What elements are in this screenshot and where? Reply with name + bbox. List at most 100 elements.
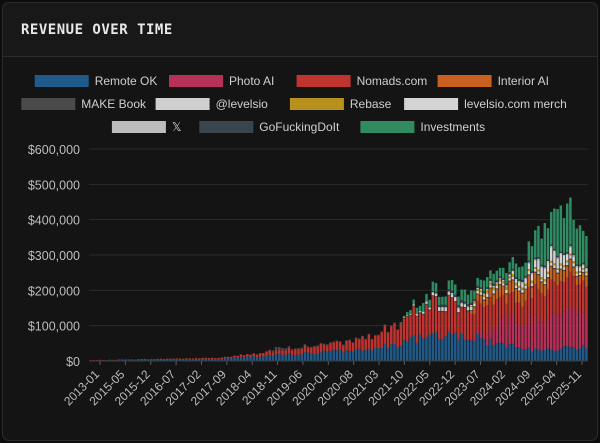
legend-swatch (404, 98, 459, 110)
bar-segment (399, 322, 403, 324)
month-bar (354, 337, 358, 361)
bar-segment (482, 300, 486, 308)
bar-segment (434, 293, 438, 295)
bar-segment (396, 347, 399, 361)
bar-segment (143, 359, 147, 361)
bar-segment (418, 312, 422, 314)
bar-segment (517, 324, 521, 348)
bar-segment (473, 337, 476, 341)
bar-segment (249, 354, 252, 358)
bar-segment (358, 338, 361, 340)
bar-segment (415, 316, 419, 343)
bar-segment (572, 263, 575, 267)
month-bar (485, 277, 489, 361)
bar-segment (399, 324, 403, 346)
bar-segment (562, 255, 566, 266)
bar-segment (479, 287, 483, 289)
bar-segment (492, 330, 495, 345)
bar-segment (553, 248, 556, 251)
legend-item[interactable]: Photo AI (169, 74, 274, 88)
bar-segment (140, 359, 144, 361)
bar-segment (434, 282, 438, 292)
bar-segment (281, 354, 284, 361)
bar-segment (485, 289, 489, 291)
bar-segment (258, 353, 262, 357)
bar-segment (537, 320, 540, 350)
bar-segment (476, 294, 479, 301)
legend-item[interactable]: Interior AI (437, 74, 549, 88)
month-bar (265, 351, 268, 361)
month-bar (393, 322, 396, 361)
bar-segment (527, 263, 531, 270)
bar-segment (118, 359, 121, 360)
bar-segment (498, 267, 502, 277)
month-bar (454, 284, 457, 361)
bar-segment (428, 310, 431, 335)
bar-segment (450, 297, 454, 298)
bar-segment (585, 266, 588, 269)
bar-segment (578, 275, 582, 285)
month-bar (162, 359, 166, 361)
bar-segment (469, 306, 473, 311)
bar-segment (431, 333, 435, 361)
bar-segment (511, 280, 515, 293)
bar-segment (521, 287, 524, 290)
legend-item[interactable]: Nomads.com (296, 74, 428, 88)
bar-segment (543, 223, 547, 266)
bar-segment (508, 275, 511, 277)
month-bar (444, 296, 447, 361)
legend-item[interactable]: @levelsio (155, 97, 269, 111)
legend-item[interactable]: Investments (360, 120, 485, 134)
bar-segment (415, 315, 419, 317)
bar-segment (498, 284, 502, 298)
bar-segment (460, 333, 463, 361)
bar-segment (524, 288, 527, 290)
month-bar (358, 338, 361, 361)
bar-segment (444, 311, 447, 313)
y-tick-label: $500,000 (28, 178, 80, 192)
bar-segment (348, 339, 351, 341)
legend-item[interactable]: GoFuckingDoIt (199, 120, 340, 134)
legend-item[interactable]: levelsio.com merch (404, 97, 567, 111)
bar-segment (194, 358, 198, 359)
bar-segment (543, 285, 547, 297)
legend-item[interactable]: Rebase (289, 97, 392, 111)
bar-segment (418, 305, 422, 311)
bar-segment (124, 359, 128, 361)
month-bar (159, 358, 163, 361)
bar-segment (377, 335, 380, 349)
bar-segment (578, 348, 582, 361)
bar-segment (476, 300, 479, 330)
month-bar (284, 348, 287, 361)
bar-segment (501, 280, 505, 282)
bar-segment (246, 354, 249, 357)
bar-segment (565, 266, 569, 278)
bar-segment (527, 241, 531, 261)
month-bar (505, 272, 508, 361)
bar-segment (409, 314, 412, 315)
bar-segment (185, 359, 188, 361)
month-bar (281, 347, 284, 361)
legend-item[interactable]: 𝕏 (111, 120, 182, 134)
bar-segment (399, 323, 403, 325)
bar-segment (434, 291, 438, 294)
month-bar (578, 225, 582, 361)
bar-segment (159, 358, 163, 360)
bar-segment (198, 359, 201, 361)
bar-segment (514, 302, 518, 323)
month-bar (514, 263, 518, 361)
y-tick-label: $100,000 (28, 320, 80, 334)
month-bar (172, 358, 176, 361)
legend-item[interactable]: MAKE Book (21, 97, 147, 111)
bar-segment (367, 334, 371, 349)
bar-segment (505, 286, 508, 290)
bar-segment (370, 350, 374, 361)
bar-segment (351, 342, 355, 352)
bar-segment (482, 297, 486, 300)
bar-segment (172, 358, 176, 360)
legend-swatch (21, 98, 76, 110)
legend-item[interactable]: Remote OK (34, 74, 158, 88)
legend-label: MAKE Book (81, 97, 147, 111)
bar-segment (137, 359, 140, 361)
bar-segment (169, 358, 172, 360)
